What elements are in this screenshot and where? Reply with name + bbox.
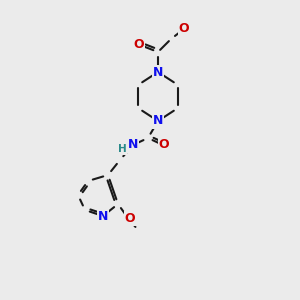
Text: O: O <box>125 212 135 224</box>
Text: N: N <box>128 139 138 152</box>
Text: H: H <box>118 144 126 154</box>
Text: O: O <box>134 38 144 50</box>
Text: O: O <box>159 139 169 152</box>
Text: N: N <box>98 209 108 223</box>
Text: N: N <box>153 115 163 128</box>
Text: O: O <box>179 22 189 35</box>
Text: N: N <box>153 65 163 79</box>
